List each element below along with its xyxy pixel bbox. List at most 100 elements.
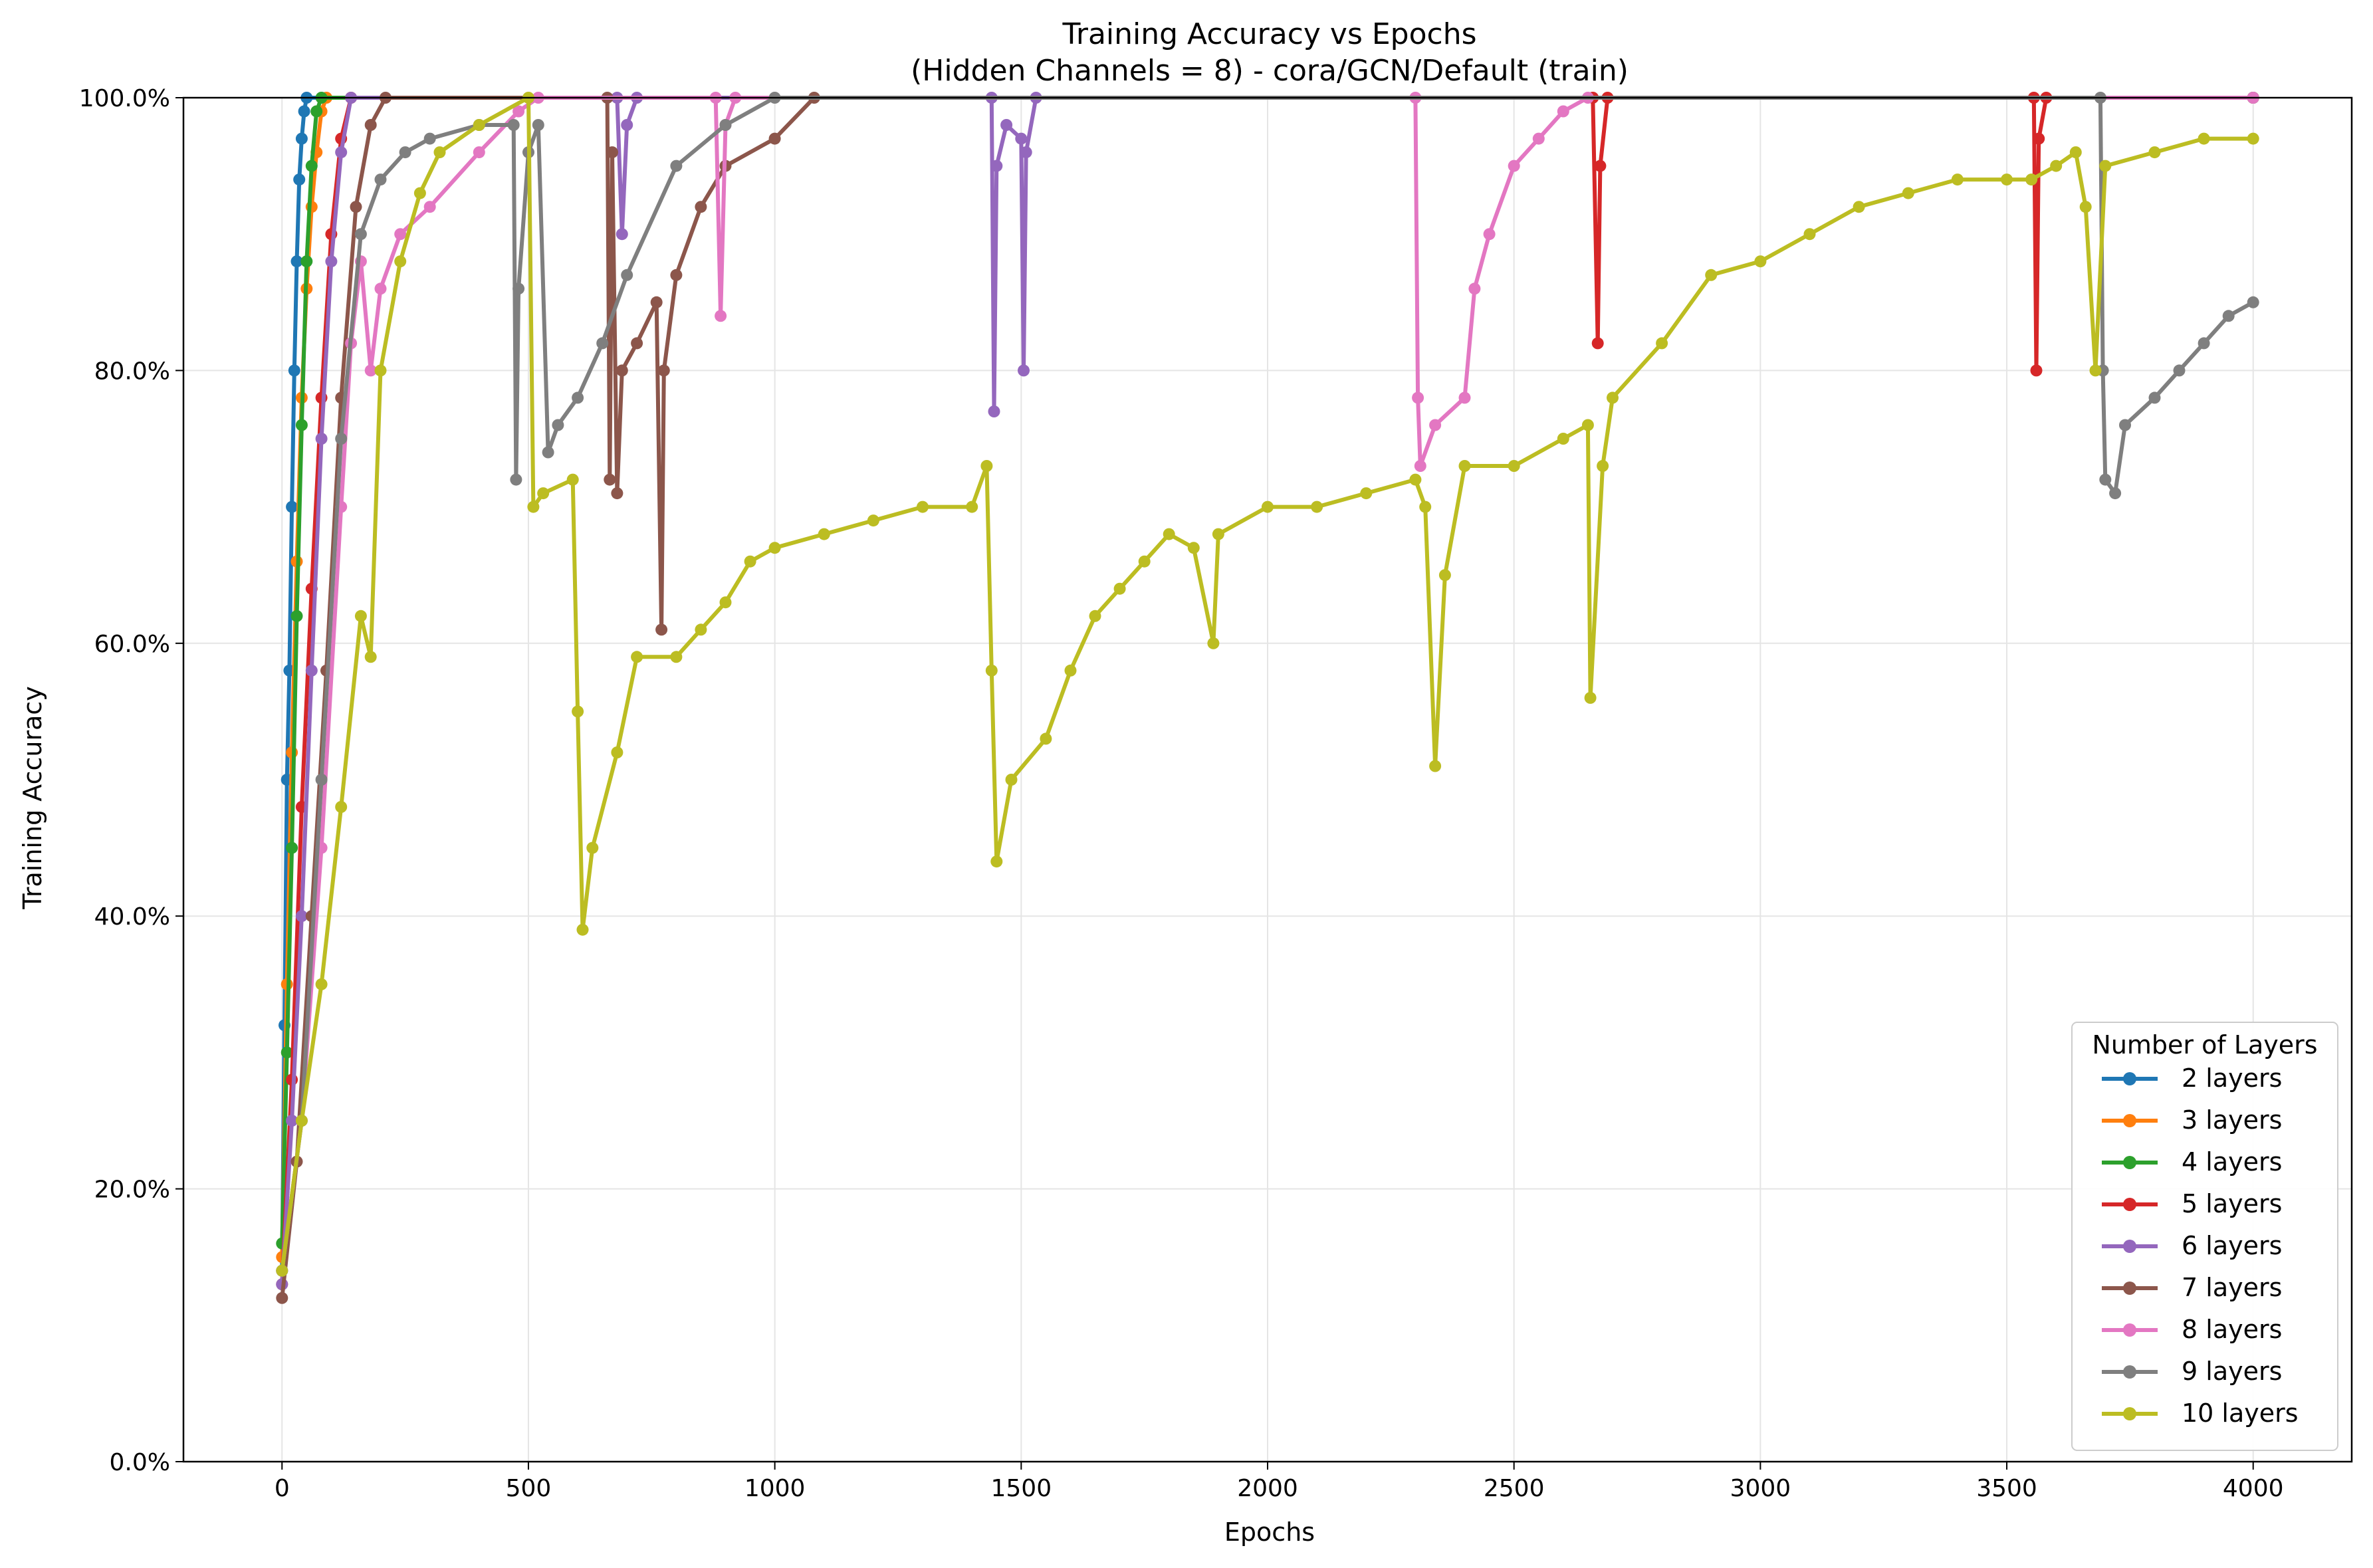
data-point [354,228,367,241]
data-point [1853,201,1865,213]
data-point [631,651,643,663]
data-point [1005,774,1018,786]
data-point [744,555,756,568]
data-point [350,201,362,213]
data-point [288,364,300,377]
data-point [1262,501,1274,513]
data-point [1902,187,1914,199]
legend-title: Number of Layers [2092,1030,2317,1060]
legend-label: 2 layers [2182,1064,2282,1093]
x-tick-label: 2500 [1484,1475,1545,1502]
data-point [1113,582,1126,595]
chart-title-line1: Training Accuracy vs Epochs [1062,17,1476,51]
data-point [552,419,564,431]
data-point [1508,160,1520,172]
data-point [433,146,446,159]
x-tick-label: 1500 [991,1475,1052,1502]
data-point [604,473,616,486]
legend-item: 5 layers [2102,1189,2282,1218]
x-tick-label: 1000 [744,1475,806,1502]
data-point [286,1115,298,1127]
x-tick-label: 3000 [1730,1475,1791,1502]
x-tick-label: 2000 [1237,1475,1298,1502]
data-point [374,282,387,295]
series-layer [276,92,2259,1304]
data-point [374,364,387,377]
data-point [670,651,683,663]
data-point [988,405,1000,417]
data-point [473,119,485,131]
data-point [473,146,485,159]
data-point [293,173,306,186]
data-point [695,201,707,213]
data-point [655,623,668,636]
data-point [657,364,670,377]
data-point [335,801,348,813]
data-point [670,269,683,281]
data-point [2069,146,2082,159]
data-point [310,105,323,118]
legend-items: 2 layers 3 layers 4 layers 5 layers 6 layers… [2102,1064,2299,1428]
data-point [1429,760,1442,772]
data-point [325,255,338,268]
x-tick-label: 4000 [2223,1475,2284,1502]
series-9-layers [276,92,2259,1277]
legend-swatch-marker [2123,1072,2136,1085]
data-point [413,187,426,199]
data-point [1089,610,1101,622]
data-point [2079,201,2092,213]
legend-label: 5 layers [2182,1189,2282,1218]
data-point [276,1264,288,1277]
data-point [1438,569,1451,582]
y-tick-label: 0.0% [110,1449,170,1476]
y-tick-label: 20.0% [94,1176,170,1204]
data-point [1138,555,1151,568]
series-line-9-layers [280,96,2255,1272]
data-point [2148,146,2161,159]
data-point [315,433,328,445]
legend-swatch-marker [2123,1198,2136,1211]
legend-label: 3 layers [2182,1105,2282,1135]
legend-swatch-marker [2123,1156,2136,1169]
data-point [1591,337,1604,350]
data-point [2247,132,2259,145]
data-point [295,910,308,923]
data-point [867,514,879,527]
data-point [295,1115,308,1127]
data-point [631,337,643,350]
grid-layer [183,97,2352,1462]
data-point [990,855,1003,868]
x-tick-label: 3500 [1976,1475,2037,1502]
data-point [695,623,707,636]
data-point [2099,160,2112,172]
data-point [542,446,554,459]
data-point [298,105,310,118]
data-point [1458,392,1471,404]
data-point [335,146,348,159]
y-tick-label: 100.0% [79,85,170,112]
data-point [2050,160,2063,172]
legend-label: 4 layers [2182,1147,2282,1176]
data-point [606,146,618,159]
legend-swatch-marker [2123,1365,2136,1379]
data-point [290,255,303,268]
data-point [512,282,525,295]
data-point [305,664,318,677]
legend-swatch-marker [2123,1240,2136,1253]
data-point [1508,460,1520,472]
data-point [1064,664,1077,677]
data-point [1429,419,1442,431]
data-point [354,610,367,622]
legend-item: 8 layers [2102,1315,2282,1344]
x-tick-label: 0 [275,1475,290,1502]
data-point [670,160,683,172]
data-point [399,146,411,159]
legend-swatch-marker [2123,1114,2136,1127]
data-point [335,433,348,445]
data-point [985,664,998,677]
data-point [1458,460,1471,472]
data-point [719,119,732,131]
data-point [364,364,377,377]
data-point [1754,255,1767,268]
